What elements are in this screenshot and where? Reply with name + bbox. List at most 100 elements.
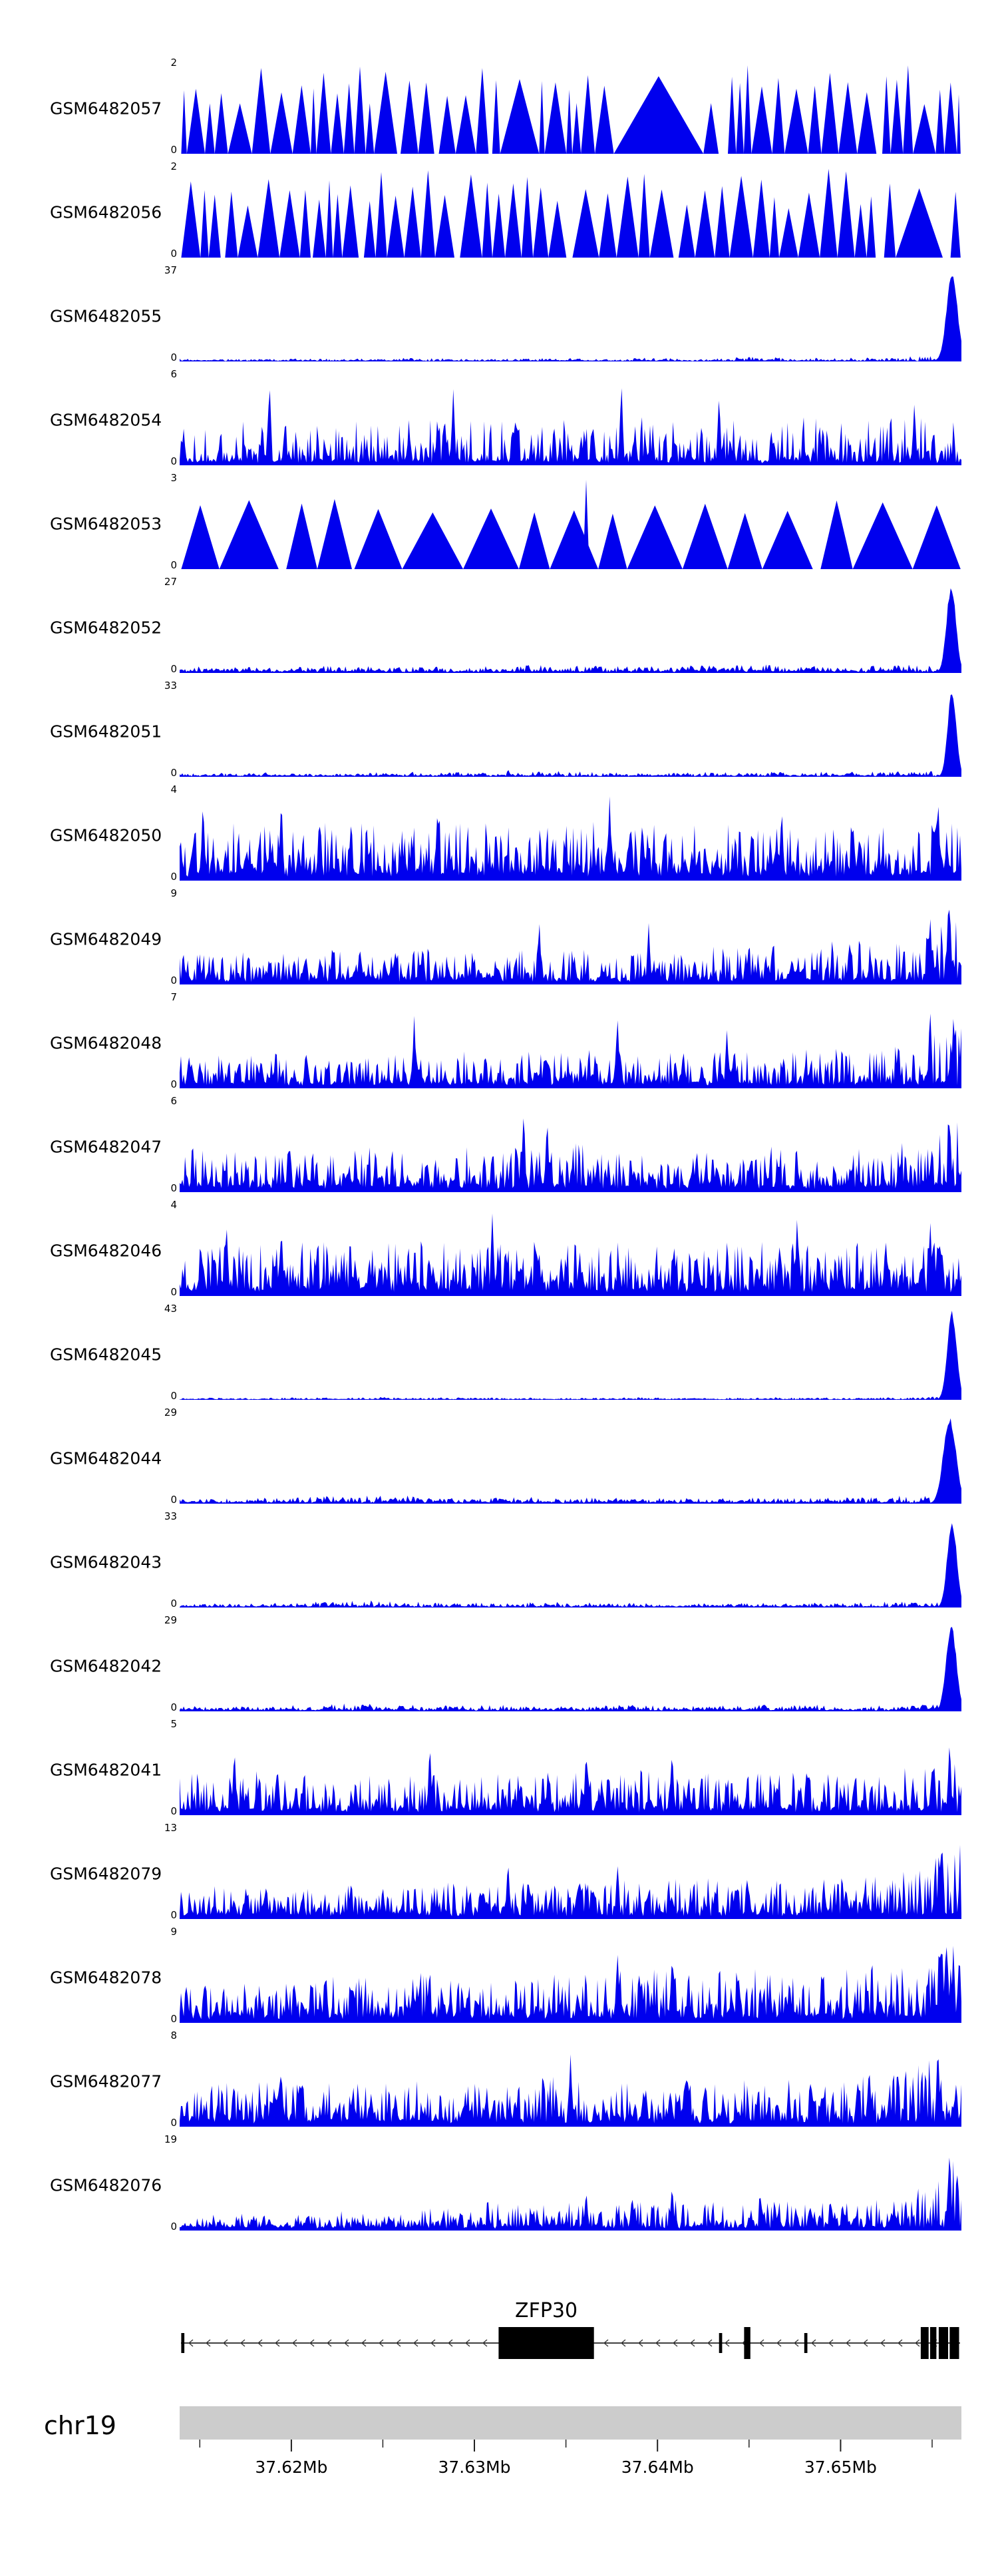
track-plot: 33 0 [164,1512,961,1609]
track-label: GSM6482044 [50,1448,162,1468]
track-row: GSM6482054 6 0 [0,368,998,472]
track-row: GSM6482056 2 0 [0,160,998,264]
track-plot: 29 0 [164,1615,961,1713]
track-ymax-label: 4 [170,783,177,795]
ruler-bar: 37.62Mb 37.63Mb 37.64Mb 37.65Mb [180,2406,961,2477]
track-ymax-label: 4 [170,1199,177,1211]
track-label: GSM6482076 [50,2175,162,2195]
track-ymax-label: 37 [164,264,177,276]
track-label: GSM6482046 [50,1241,162,1261]
track-ymax-label: 19 [164,2133,177,2145]
gene-model [181,2327,960,2359]
track-plot: 27 0 [164,577,961,674]
track-label: GSM6482043 [50,1552,162,1572]
track-plot: 4 0 [170,785,961,882]
track-yzero-label: 0 [170,1286,177,1298]
strand-arrow-icon [395,2339,401,2347]
track-yzero-label: 0 [170,1078,177,1090]
track-yzero-label: 0 [170,1805,177,1817]
ruler-tick-label: 37.64Mb [621,2458,694,2477]
track-plot: 6 0 [170,1096,961,1193]
track-ymax-label: 6 [170,1095,177,1107]
track-plot: 19 0 [164,2135,961,2232]
track-ymax-label: 9 [170,887,177,899]
strand-arrow-icon [291,2339,297,2347]
track-row: GSM6482050 4 0 [0,783,998,887]
signal-spike [583,480,589,569]
track-row: GSM6482042 29 0 [0,1614,998,1718]
track-signal-area [180,1747,961,1815]
strand-arrow-icon [326,2339,332,2347]
strand-arrow-icon [914,2339,920,2347]
gene-exon [498,2327,594,2359]
strand-arrow-icon [482,2339,488,2347]
track-row: GSM6482041 5 0 [0,1718,998,1822]
track-yzero-label: 0 [170,455,177,467]
signal-tracks-container: GSM6482057 2 0 GSM6482056 2 0 GSM6482055… [0,57,998,2237]
strand-arrow-icon [378,2339,384,2347]
gene-annotation-track: ZFP30 [180,2290,961,2376]
track-label: GSM6482057 [50,99,162,118]
strand-arrow-icon [188,2339,194,2347]
track-row: GSM6482077 8 0 [0,2030,998,2133]
track-plot: 29 0 [164,1408,961,1505]
track-label: GSM6482048 [50,1033,162,1053]
strand-arrow-icon [828,2339,834,2347]
track-yzero-label: 0 [170,767,177,779]
track-signal-area [180,2157,961,2231]
track-signal-area [180,168,961,258]
strand-arrow-icon [309,2339,315,2347]
strand-arrow-icon [897,2339,903,2347]
track-signal-area [180,480,961,569]
track-yzero-label: 0 [170,1494,177,1506]
track-ymax-label: 8 [170,2030,177,2041]
track-signal-area [180,1627,961,1711]
track-yzero-label: 0 [170,351,177,363]
track-label: GSM6482053 [50,514,162,534]
gene-exon [181,2333,185,2353]
ruler-tick-label: 37.62Mb [255,2458,327,2477]
strand-arrow-icon [603,2339,609,2347]
track-ymax-label: 7 [170,991,177,1003]
track-plot: 8 0 [170,2031,961,2128]
track-plot: 7 0 [170,992,961,1090]
gene-exon [949,2327,959,2359]
strand-arrow-icon [274,2339,280,2347]
track-signal-area [180,796,961,881]
track-plot: 33 0 [164,681,961,778]
gene-exon [744,2327,750,2359]
ruler-tick-label: 37.63Mb [438,2458,510,2477]
track-yzero-label: 0 [170,2013,177,2025]
track-plot: 2 0 [170,58,961,155]
track-signal-area [180,1946,961,2023]
strand-arrow-icon [430,2339,436,2347]
track-ymax-label: 27 [164,576,177,588]
gene-exon [938,2327,948,2359]
track-signal-area [180,65,961,154]
track-label: GSM6482079 [50,1864,162,1884]
track-plot: 43 0 [164,1304,961,1401]
track-yzero-label: 0 [170,663,177,675]
gene-exon [920,2327,929,2359]
track-label: GSM6482041 [50,1760,162,1780]
track-yzero-label: 0 [170,871,177,883]
track-label: GSM6482047 [50,1137,162,1157]
track-yzero-label: 0 [170,974,177,986]
track-label: GSM6482052 [50,618,162,638]
track-ymax-label: 5 [170,1718,177,1730]
track-signal-area [180,276,961,361]
track-plot: 4 0 [170,1200,961,1297]
strand-arrow-icon [447,2339,453,2347]
track-label: GSM6482077 [50,2071,162,2091]
track-row: GSM6482048 7 0 [0,991,998,1095]
track-yzero-label: 0 [170,248,177,260]
track-plot: 9 0 [170,1927,961,2024]
strand-arrow-icon [464,2339,470,2347]
gene-exon [719,2333,723,2353]
track-plot: 13 0 [164,1823,961,1920]
track-ymax-label: 43 [164,1303,177,1315]
track-ymax-label: 33 [164,680,177,692]
strand-arrow-icon [240,2339,246,2347]
strand-arrow-icon [862,2339,868,2347]
